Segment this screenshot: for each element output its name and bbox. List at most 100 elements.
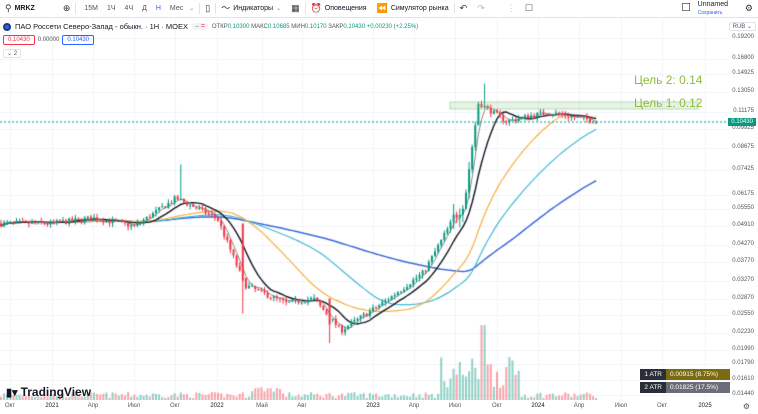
frame-icon: □ bbox=[525, 2, 533, 14]
price-tick: 0.19200 bbox=[732, 34, 754, 40]
time-axis[interactable]: Окт 2021 Апр Июл Окт 2022 Май Авг 2023 Апр Июл Окт 2… bbox=[0, 400, 730, 414]
time-tick: 2025 bbox=[698, 403, 712, 409]
fullscreen-button[interactable]: □ bbox=[521, 3, 538, 14]
price-tick: 0.01790 bbox=[732, 360, 754, 366]
axis-settings-icon[interactable]: ⚙ bbox=[742, 402, 750, 411]
sell-button[interactable]: 0.10430 bbox=[3, 35, 35, 45]
time-tick: 2022 bbox=[210, 403, 224, 409]
compare-button[interactable]: ⊕ bbox=[58, 4, 76, 13]
divider bbox=[304, 3, 306, 14]
price-tick: 0.03270 bbox=[732, 277, 754, 283]
atr-2-label: 2 ATR bbox=[640, 382, 666, 393]
legend-toggle[interactable]: – = bbox=[191, 23, 208, 30]
timeframe-4[interactable]: Н bbox=[155, 5, 161, 12]
time-tick: Июл bbox=[127, 403, 141, 409]
time-tick: Май bbox=[256, 403, 268, 409]
timeframe-5[interactable]: Мес bbox=[169, 5, 184, 12]
search-icon: ⚲ bbox=[5, 3, 12, 13]
currency-selector[interactable]: RUB ⌄ bbox=[728, 22, 756, 31]
time-tick: Июл bbox=[614, 403, 628, 409]
open-value: 0.10300 bbox=[227, 23, 250, 30]
current-price-label: 0.10430 bbox=[728, 118, 756, 126]
chart-type-button[interactable]: ▯ bbox=[200, 4, 215, 13]
time-tick: Авг bbox=[297, 403, 307, 409]
symbol-logo bbox=[3, 22, 11, 31]
chevron-down-icon[interactable]: ⌄ bbox=[189, 5, 195, 12]
time-tick: Окт bbox=[4, 403, 16, 409]
redo-button[interactable]: ↷ bbox=[472, 4, 490, 13]
grid-icon: ▦ bbox=[291, 3, 300, 13]
close-label: ЗАКР bbox=[328, 23, 344, 30]
templates-button[interactable]: ▦ bbox=[286, 4, 305, 13]
price-tick: 0.03770 bbox=[732, 258, 754, 264]
rewind-icon: ⏪ bbox=[376, 3, 388, 13]
price-tick: 0.11175 bbox=[733, 108, 754, 114]
divider bbox=[215, 3, 217, 14]
high-label: МАКС bbox=[251, 23, 268, 30]
symbol-title[interactable]: ПАО Россети Северо-Запад - обыкн. · 1Н ·… bbox=[15, 22, 188, 31]
alerts-label: Оповещения bbox=[324, 5, 367, 12]
open-label: ОТКР bbox=[211, 23, 228, 30]
drag-handle[interactable]: ⋮ bbox=[502, 4, 521, 13]
tv-logo-icon: ▮▾ bbox=[6, 386, 18, 399]
tradingview-logo[interactable]: ▮▾ TradingView bbox=[6, 385, 91, 399]
alerts-button[interactable]: ⏰ Оповещения bbox=[306, 4, 372, 13]
timeframe-1[interactable]: 1Ч bbox=[106, 5, 116, 12]
symbol-search[interactable]: ⚲ MRKZ bbox=[0, 4, 40, 13]
chevron-down-icon: ⌄ bbox=[276, 5, 282, 12]
layout-title: Unnamed bbox=[697, 1, 728, 8]
layout-checkbox[interactable]: ☐ bbox=[676, 3, 696, 14]
change-value: +0.00230 (+2.25%) bbox=[366, 23, 419, 30]
high-value: 0.10685 bbox=[267, 23, 290, 30]
price-tick: 0.01610 bbox=[732, 376, 754, 382]
layout-name[interactable]: Unnamed Сохранить bbox=[698, 1, 728, 17]
low-label: МИН bbox=[291, 23, 305, 30]
square-icon: ☐ bbox=[681, 2, 691, 14]
redo-icon: ↷ bbox=[477, 3, 485, 13]
price-tick: 0.01990 bbox=[732, 346, 754, 352]
timeframe-0[interactable]: 15М bbox=[84, 5, 98, 12]
currency-label: RUB bbox=[732, 24, 746, 30]
price-tick: 0.02870 bbox=[732, 295, 754, 301]
price-tick: 0.14925 bbox=[732, 70, 754, 76]
price-tick: 0.07425 bbox=[732, 166, 754, 172]
time-tick: Окт bbox=[169, 403, 181, 409]
timeframe-3[interactable]: Д bbox=[142, 5, 147, 12]
indicators-label: Индикаторы bbox=[233, 5, 274, 12]
time-tick: 2024 bbox=[531, 403, 545, 409]
replay-button[interactable]: ⏪ Симулятор рынка bbox=[372, 4, 454, 13]
indicators-collapse-button[interactable]: ⌄ 2 bbox=[3, 49, 22, 58]
time-tick: Окт bbox=[656, 403, 668, 409]
price-tick: 0.05550 bbox=[732, 205, 754, 211]
atr-1-value: 0.00915 (8.75%) bbox=[666, 369, 730, 380]
undo-button[interactable]: ↶ bbox=[455, 4, 473, 13]
candles-icon: ▯ bbox=[205, 3, 211, 13]
save-link[interactable]: Сохранить bbox=[697, 10, 723, 16]
alarm-icon: ⏰ bbox=[310, 3, 322, 13]
close-value: 0.10430 bbox=[343, 23, 366, 30]
price-chart-canvas[interactable] bbox=[0, 19, 730, 400]
price-tick: 0.04270 bbox=[732, 241, 754, 247]
buy-button[interactable]: 0.10430 bbox=[62, 35, 95, 45]
atr-1-label: 1 ATR bbox=[640, 369, 666, 380]
symbol-label: MRKZ bbox=[14, 5, 35, 12]
replay-label: Симулятор рынка bbox=[390, 5, 449, 12]
price-tick: 0.01440 bbox=[732, 391, 754, 397]
spread-value: 0.00000 bbox=[37, 37, 60, 43]
price-tick: 0.16800 bbox=[732, 55, 754, 61]
indicators-button[interactable]: 〜 Индикаторы ⌄ bbox=[216, 4, 286, 13]
collapsed-count: 2 bbox=[13, 51, 18, 57]
gauge-icon: ⚙ bbox=[744, 3, 753, 13]
top-toolbar: ⚲ MRKZ ⊕ 15М 1Ч 4Ч Д Н Мес ⌄ ▯ 〜 Индикаторы ⌄ … bbox=[0, 0, 758, 18]
timeframe-2[interactable]: 4Ч bbox=[124, 5, 134, 12]
ohlc-values: ОТКР0.10300 МАКС0.10685 МИН0.10170 ЗАКР0… bbox=[212, 24, 418, 30]
indicators-icon: 〜 bbox=[221, 3, 231, 13]
settings-button[interactable]: ⚙ bbox=[740, 4, 758, 13]
time-tick: 2023 bbox=[366, 403, 380, 409]
price-tick: 0.04910 bbox=[732, 222, 754, 228]
price-tick: 0.02550 bbox=[732, 311, 754, 317]
timeframe-group: 15М 1Ч 4Ч Д Н Мес ⌄ bbox=[76, 5, 199, 12]
time-tick: Июл bbox=[448, 403, 462, 409]
time-tick: Окт bbox=[491, 403, 503, 409]
atr-row-2: 2 ATR 0.01825 (17.5%) bbox=[640, 382, 730, 393]
